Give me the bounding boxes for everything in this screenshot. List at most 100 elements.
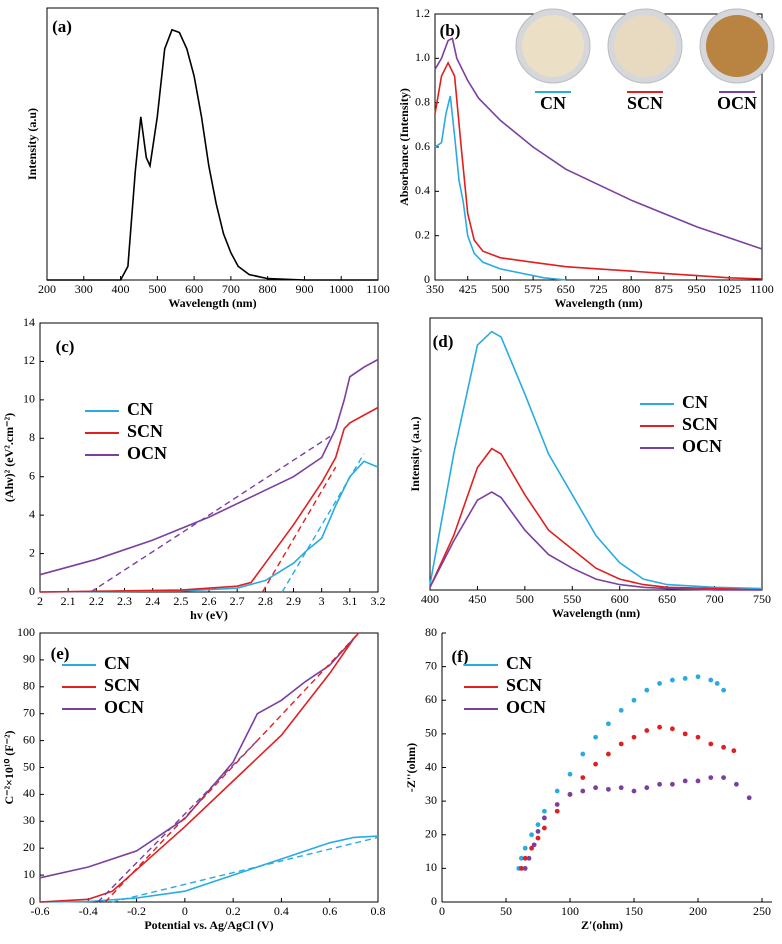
- data-point: [593, 761, 598, 767]
- data-point: [631, 697, 637, 703]
- data-point: [526, 855, 532, 861]
- y-axis-title: Intensity (a.u): [25, 108, 39, 180]
- y-tick-label: 4: [29, 507, 35, 521]
- data-point: [542, 808, 547, 814]
- x-tick-label: 350: [426, 282, 444, 296]
- x-axis-title: Potential vs. Ag/AgCl (V): [144, 918, 273, 932]
- x-tick-label: 500: [148, 282, 166, 296]
- y-tick-label: 1.2: [415, 6, 430, 20]
- legend-label: SCN: [104, 675, 140, 695]
- data-point: [644, 785, 650, 791]
- legend-label: SCN: [627, 93, 663, 113]
- y-tick-label: 0.2: [415, 227, 430, 241]
- data-point: [682, 675, 688, 681]
- y-tick-label: 10: [425, 860, 437, 874]
- x-axis-title: Wavelength (nm): [554, 296, 642, 310]
- x-tick-label: 700: [706, 592, 724, 606]
- y-tick-label: 80: [23, 679, 35, 693]
- legend-label: SCN: [127, 421, 163, 441]
- data-line: [39, 358, 379, 576]
- y-tick-label: 12: [23, 353, 35, 367]
- data-point: [670, 781, 675, 787]
- data-point: [554, 808, 560, 814]
- x-tick-label: 3.2: [371, 594, 386, 608]
- data-point: [734, 781, 739, 787]
- x-axis-title: Wavelength (nm): [552, 606, 640, 620]
- y-tick-label: 20: [23, 840, 35, 854]
- y-axis-title: Absorbance (Intensity): [397, 88, 411, 206]
- y-tick-label: 0: [29, 584, 35, 598]
- data-point: [529, 832, 534, 838]
- fit-line: [261, 466, 337, 593]
- panel-label: (d): [433, 332, 454, 351]
- x-tick-label: 2.8: [258, 594, 273, 608]
- y-tick-label: 0.8: [415, 94, 430, 108]
- data-point: [618, 785, 624, 791]
- fit-line: [112, 836, 379, 903]
- data-point: [721, 744, 726, 750]
- data-line: [429, 330, 763, 590]
- data-point: [567, 792, 573, 797]
- data-line: [429, 447, 763, 591]
- x-tick-label: 650: [658, 592, 676, 606]
- y-tick-label: 70: [425, 658, 437, 672]
- data-line: [434, 95, 566, 281]
- x-tick-label: 200: [689, 904, 707, 918]
- data-point: [606, 751, 611, 757]
- data-line: [39, 632, 360, 903]
- data-point: [670, 677, 675, 683]
- data-line: [39, 637, 355, 879]
- y-tick-label: 1.0: [415, 50, 430, 64]
- y-tick-label: 80: [425, 625, 437, 639]
- x-tick-label: 2.6: [202, 594, 217, 608]
- data-point: [554, 802, 560, 807]
- y-axis-title: C⁻²×10¹⁰ (F⁻²): [2, 730, 16, 804]
- data-point: [606, 786, 611, 792]
- x-tick-label: 2.7: [230, 594, 245, 608]
- x-tick-label: 800: [622, 282, 640, 296]
- x-tick-label: 725: [590, 282, 608, 296]
- data-point: [531, 842, 537, 848]
- legend-label: CN: [682, 392, 708, 412]
- x-tick-label: 1025: [717, 282, 741, 296]
- x-tick-label: 2.5: [173, 594, 188, 608]
- data-point: [708, 677, 714, 683]
- x-tick-label: 1000: [329, 282, 353, 296]
- data-line: [434, 60, 763, 280]
- fit-line: [281, 453, 365, 593]
- x-tick-label: 200: [38, 282, 56, 296]
- data-point: [542, 825, 547, 831]
- plot-frame: [39, 322, 379, 593]
- legend-label: CN: [540, 93, 566, 113]
- y-tick-label: 90: [23, 652, 35, 666]
- data-point: [644, 728, 650, 733]
- y-tick-label: 30: [23, 813, 35, 827]
- data-point: [580, 775, 586, 780]
- x-tick-label: 900: [295, 282, 313, 296]
- y-tick-label: 100: [17, 625, 35, 639]
- data-point: [618, 741, 624, 747]
- y-tick-label: 60: [23, 732, 35, 746]
- x-tick-label: 0.6: [322, 904, 337, 918]
- y-tick-label: 50: [23, 759, 35, 773]
- x-tick-label: 650: [557, 282, 575, 296]
- data-point: [518, 855, 524, 861]
- data-point: [522, 845, 528, 851]
- data-point: [535, 828, 541, 834]
- y-axis-title: (Ahν)² (eV².cm⁻²): [2, 413, 16, 502]
- x-tick-label: 1100: [366, 282, 390, 296]
- data-point: [535, 835, 541, 841]
- x-tick-label: 300: [75, 282, 93, 296]
- data-point: [695, 734, 701, 740]
- x-tick-label: 600: [185, 282, 203, 296]
- y-tick-label: 70: [23, 705, 35, 719]
- data-point: [618, 707, 624, 713]
- data-point: [746, 795, 752, 801]
- data-point: [695, 674, 701, 680]
- x-tick-label: 3.1: [342, 594, 357, 608]
- y-tick-label: 10: [23, 392, 35, 406]
- x-tick-label: 0.4: [274, 904, 289, 918]
- data-line: [39, 460, 379, 593]
- data-point: [682, 778, 688, 784]
- y-tick-label: 6: [29, 468, 35, 482]
